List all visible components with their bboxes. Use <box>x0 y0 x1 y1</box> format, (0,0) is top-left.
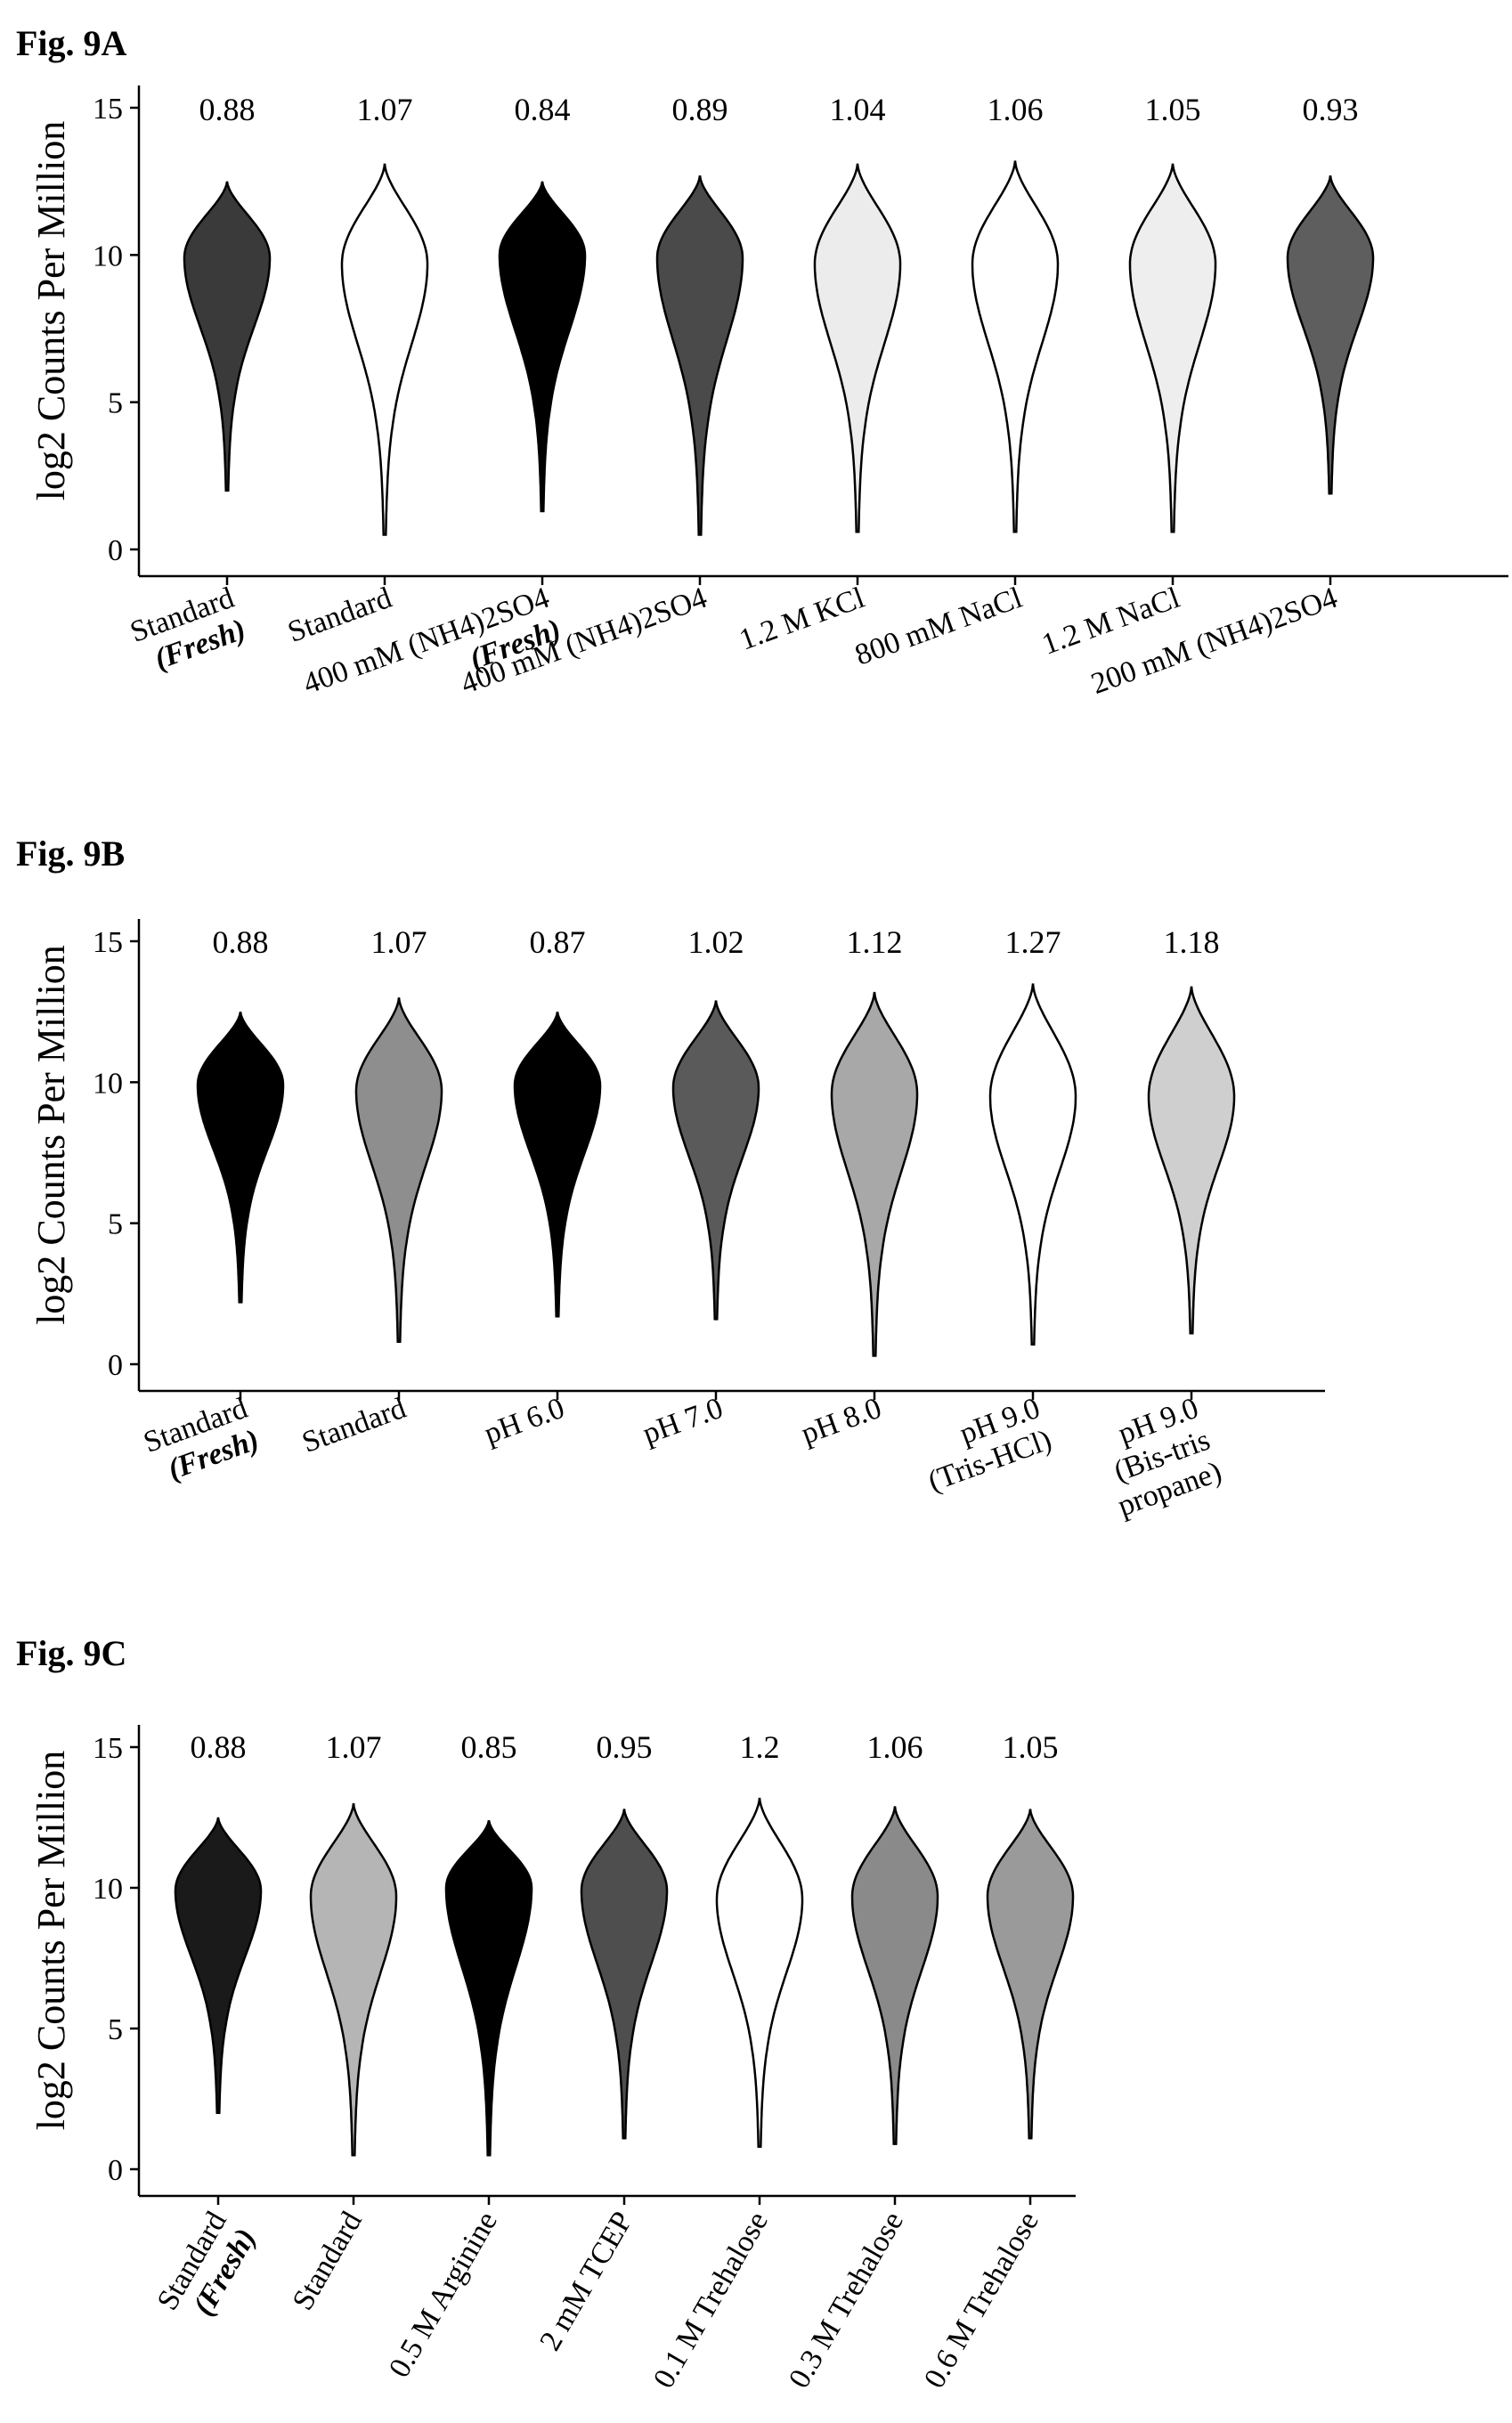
x-tick-label: Standard(Fresh) <box>140 1392 264 1492</box>
annotation-value: 0.87 <box>530 924 586 960</box>
violin-shape <box>513 1011 602 1318</box>
y-tick-label: 5 <box>108 1208 123 1241</box>
annotation-value: 0.88 <box>191 1729 247 1765</box>
violin-shape <box>174 1817 263 2115</box>
x-tick-label: pH 6.0 <box>480 1392 569 1451</box>
annotation-value: 1.05 <box>1145 92 1201 127</box>
annotation-value: 0.95 <box>597 1729 653 1765</box>
x-tick-label: pH 9.0(Bis-trispropane) <box>1091 1392 1226 1524</box>
x-tick-label-line: Standard <box>286 2207 368 2316</box>
annotation-value: 1.07 <box>357 92 413 127</box>
x-tick-label-line: pH 6.0 <box>480 1392 569 1451</box>
y-tick-label: 10 <box>93 1873 123 1906</box>
violin-shape <box>183 181 272 492</box>
x-tick-label: Standard(Fresh) <box>126 581 250 681</box>
x-tick-label: 0.3 M Trehalose <box>783 2207 910 2395</box>
y-tick-label: 10 <box>93 240 123 272</box>
violin-shape <box>309 1803 398 2157</box>
violin-shape <box>1128 163 1217 533</box>
y-tick-label: 5 <box>108 2013 123 2046</box>
chart-panel-1: Fig. 9A log2 Counts Per Million 0 5 10 15 0.88… <box>16 23 1508 701</box>
annotation-value: 0.88 <box>213 924 269 960</box>
violin-shape <box>1147 986 1236 1335</box>
violin-shape <box>850 1806 939 2145</box>
y-tick-label: 15 <box>93 926 123 959</box>
annotation-value: 1.06 <box>867 1729 923 1765</box>
annotation-value: 1.07 <box>371 924 427 960</box>
annotation-value: 0.93 <box>1303 92 1359 127</box>
violin-shape <box>354 997 443 1343</box>
chart-panel-2: Fig. 9B log2 Counts Per Million 0 5 10 15 0.88… <box>16 833 1325 1523</box>
x-tick-label-line: Standard <box>284 581 396 649</box>
x-tick-label: pH 7.0 <box>638 1392 728 1451</box>
x-tick-label: Standard <box>284 581 396 649</box>
violin-shape <box>715 1797 804 2148</box>
x-tick-label-line: Standard <box>298 1392 411 1459</box>
x-tick-label-line: 0.3 M Trehalose <box>783 2207 910 2395</box>
violin-shape <box>444 1819 533 2157</box>
y-axis-label: log2 Counts Per Million <box>29 1751 73 2131</box>
x-tick-label-line: 0.5 M Arginine <box>383 2207 504 2384</box>
violin-shape <box>655 175 744 536</box>
y-tick-label: 15 <box>93 1732 123 1765</box>
x-tick-label: 0.6 M Trehalose <box>918 2207 1045 2395</box>
annotation-value: 1.12 <box>847 924 903 960</box>
x-tick-label: pH 8.0 <box>797 1392 886 1451</box>
x-tick-label: Standard <box>286 2207 368 2316</box>
violin-shape <box>1286 175 1375 495</box>
violin-shape <box>340 163 429 536</box>
y-tick-label: 0 <box>108 1349 123 1382</box>
annotation-value: 1.02 <box>688 924 744 960</box>
y-tick-label: 15 <box>93 93 123 126</box>
x-tick-label: 2 mM TCEP <box>533 2207 639 2356</box>
annotation-value: 0.88 <box>199 92 256 127</box>
x-tick-label: 0.5 M Arginine <box>383 2207 504 2384</box>
annotation-value: 1.27 <box>1005 924 1061 960</box>
chart-panel-3: Fig. 9C log2 Counts Per Million 0 5 10 15 0.88… <box>16 1633 1076 2394</box>
figure-title: Fig. 9A <box>16 23 127 63</box>
x-tick-label-line: 800 mM NaCl <box>850 581 1026 672</box>
annotation-value: 1.04 <box>830 92 886 127</box>
x-tick-label: 1.2 M KCl <box>735 581 868 657</box>
y-tick-label: 5 <box>108 387 123 420</box>
x-tick-label-line: pH 8.0 <box>797 1392 886 1451</box>
x-tick-label: pH 9.0(Tris-HCl) <box>913 1392 1056 1499</box>
violin-shape <box>498 181 587 513</box>
x-tick-label: 800 mM NaCl <box>850 581 1026 672</box>
violin-shape <box>971 160 1060 533</box>
x-tick-label: Standard(Fresh) <box>150 2207 262 2333</box>
figure-title: Fig. 9B <box>16 833 125 874</box>
violin-shape <box>580 1809 669 2140</box>
annotation-value: 0.89 <box>672 92 728 127</box>
annotation-value: 1.18 <box>1164 924 1220 960</box>
x-tick-label: Standard <box>298 1392 411 1459</box>
x-tick-label-line: pH 7.0 <box>638 1392 728 1451</box>
violin-shape <box>830 991 919 1357</box>
x-tick-label-line: 0.1 M Trehalose <box>647 2207 775 2395</box>
y-axis-label: log2 Counts Per Million <box>29 945 73 1325</box>
figure-title: Fig. 9C <box>16 1633 126 1673</box>
x-tick-label-line: 2 mM TCEP <box>533 2207 639 2356</box>
x-tick-label-line: 0.6 M Trehalose <box>918 2207 1045 2395</box>
y-tick-label: 0 <box>108 2154 123 2187</box>
annotation-value: 0.85 <box>461 1729 517 1765</box>
annotation-value: 1.05 <box>1003 1729 1059 1765</box>
annotation-value: 1.2 <box>740 1729 780 1765</box>
violin-shape <box>196 1011 285 1304</box>
y-axis-label: log2 Counts Per Million <box>29 121 73 501</box>
annotation-value: 1.07 <box>326 1729 382 1765</box>
violin-shape <box>986 1809 1075 2140</box>
x-tick-label-line: 1.2 M KCl <box>735 581 868 657</box>
y-tick-label: 10 <box>93 1067 123 1100</box>
x-tick-label: 0.1 M Trehalose <box>647 2207 775 2395</box>
y-tick-label: 0 <box>108 534 123 567</box>
annotation-value: 0.84 <box>515 92 571 127</box>
violin-shape <box>988 983 1077 1346</box>
annotation-value: 1.06 <box>988 92 1044 127</box>
violin-shape <box>671 1000 760 1321</box>
violin-shape <box>813 163 902 533</box>
